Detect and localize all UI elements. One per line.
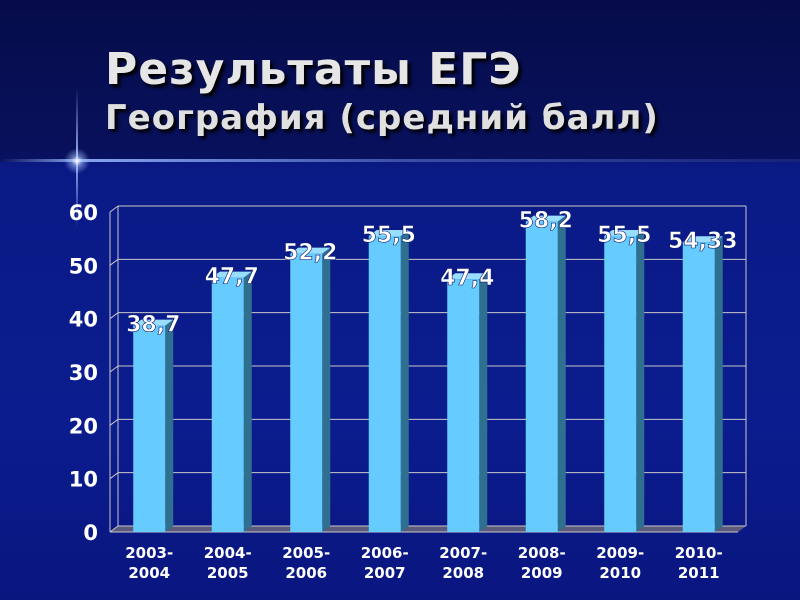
data-label: 47,7 — [205, 265, 259, 290]
bar-top — [211, 271, 252, 278]
title-band — [0, 0, 800, 162]
gridline-depth — [109, 365, 119, 373]
y-tick-label: 0 — [83, 521, 98, 545]
bar — [604, 236, 637, 532]
x-tick-label: 2011 — [678, 564, 720, 582]
bar-top — [604, 230, 645, 236]
bar-top — [447, 273, 488, 280]
bar-top — [290, 247, 331, 254]
data-label: 58,2 — [519, 209, 573, 234]
data-label: 54,33 — [668, 229, 738, 254]
gridline-depth — [109, 472, 119, 480]
bar-side — [322, 247, 331, 532]
bar-top — [682, 236, 723, 243]
gridline-depth — [109, 418, 119, 426]
decorative-sparkle — [64, 148, 90, 174]
bar-side — [243, 271, 252, 532]
bar-side — [714, 236, 723, 533]
bar — [682, 242, 715, 533]
x-tick-label: 2003- — [125, 544, 173, 562]
x-tick-label: 2010- — [675, 544, 723, 562]
y-tick-label: 30 — [69, 361, 98, 385]
data-label: 55,5 — [362, 223, 416, 248]
x-tick-label: 2006- — [361, 544, 409, 562]
x-tick-label: 2004- — [204, 544, 252, 562]
y-tick-label: 50 — [69, 254, 98, 278]
bar-side — [400, 230, 409, 532]
data-label: 52,2 — [283, 241, 337, 266]
bar-side — [557, 215, 566, 532]
x-tick-label: 2008- — [518, 544, 566, 562]
decorative-horizontal-line — [0, 159, 800, 162]
x-tick-label: 2010 — [599, 564, 641, 582]
x-tick-label: 2004 — [128, 564, 170, 582]
bar — [211, 277, 244, 532]
x-tick-label: 2009- — [596, 544, 644, 562]
bar — [290, 253, 323, 532]
data-label: 55,5 — [597, 223, 651, 248]
y-tick-label: 60 — [69, 201, 98, 225]
gridline-depth — [109, 312, 119, 320]
bar — [525, 221, 558, 532]
x-tick-label: 2006 — [285, 564, 327, 582]
data-label: 38,7 — [126, 313, 180, 338]
bar-top — [133, 319, 174, 326]
bar — [368, 236, 401, 532]
data-label: 47,4 — [440, 266, 494, 291]
y-tick-label: 40 — [69, 308, 98, 332]
x-tick-label: 2005- — [282, 544, 330, 562]
bar-side — [479, 273, 488, 532]
bar-top — [525, 215, 566, 222]
bar-side — [165, 319, 174, 532]
bar — [133, 325, 166, 532]
gridline-depth — [109, 258, 119, 266]
bar — [447, 279, 480, 532]
chart-floor — [110, 526, 746, 532]
x-tick-label: 2008 — [442, 564, 484, 582]
gridline-depth — [109, 525, 119, 533]
gridline-depth — [109, 205, 119, 213]
slide-subtitle: География (средний балл) — [105, 98, 659, 138]
x-tick-label: 2005 — [207, 564, 249, 582]
y-tick-label: 10 — [69, 468, 98, 492]
bar-side — [636, 230, 645, 532]
slide-title: Результаты ЕГЭ — [105, 44, 522, 95]
x-tick-label: 2007- — [439, 544, 487, 562]
x-tick-label: 2009 — [521, 564, 563, 582]
y-tick-label: 20 — [69, 414, 98, 438]
bar-top — [368, 230, 409, 236]
x-tick-label: 2007 — [364, 564, 406, 582]
